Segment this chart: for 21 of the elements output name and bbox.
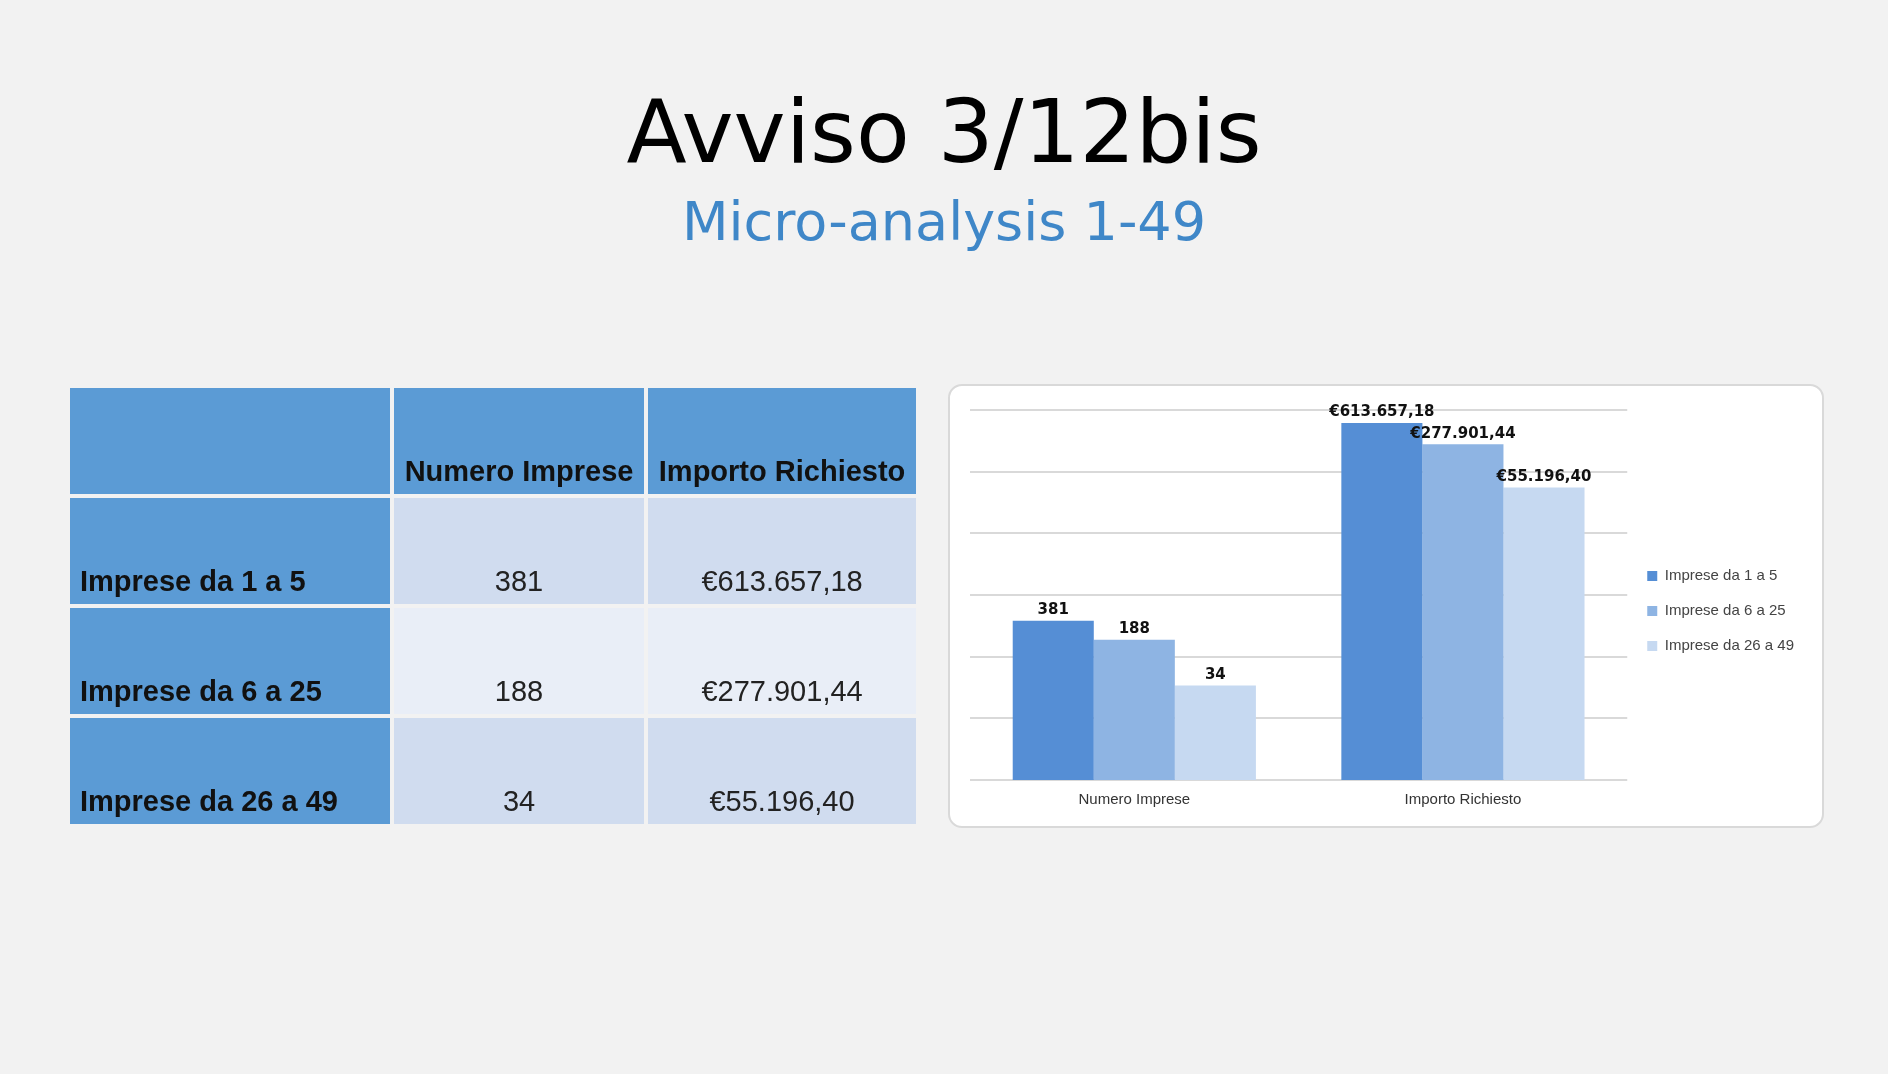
text: 381 — [494, 565, 544, 597]
legend-label: Imprese da 6 a 25 — [1664, 601, 1786, 619]
text: Imprese da 6 a 25 — [80, 675, 322, 707]
category-label: Numero Imprese — [404, 455, 634, 487]
text: €613.657,18 — [701, 565, 863, 597]
text: 188 — [494, 675, 544, 707]
chart-title: Avviso 3/12bis — [625, 80, 1263, 183]
data-label: 34 — [1204, 664, 1226, 683]
text: €277.901,44 — [701, 675, 863, 707]
text: 34 — [502, 785, 536, 817]
legend-label: Imprese da 1 a 5 — [1664, 566, 1778, 584]
data-label: €55.196,40 — [1495, 466, 1592, 485]
text: Imprese da 1 a 5 — [80, 565, 306, 597]
category-label: Importo Richiesto — [658, 455, 906, 487]
chart-subtitle: Micro-analysis 1-49 — [680, 190, 1208, 253]
data-label: €613.657,18 — [1328, 402, 1435, 421]
legend-label: Imprese da 26 a 49 — [1664, 636, 1795, 654]
text: €55.196,40 — [709, 785, 855, 817]
data-label: 188 — [1118, 619, 1150, 638]
text: Imprese da 26 a 49 — [80, 785, 338, 817]
data-label: 381 — [1037, 600, 1069, 619]
